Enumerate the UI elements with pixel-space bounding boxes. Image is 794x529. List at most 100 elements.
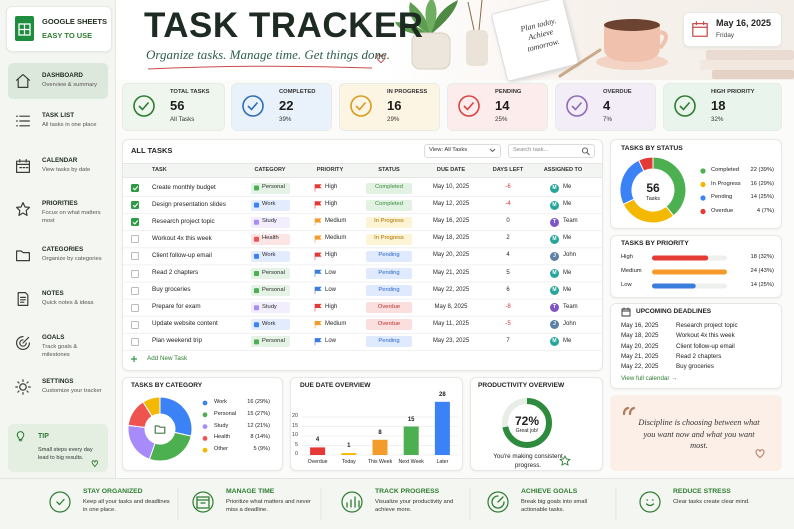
avatar	[550, 286, 559, 296]
add-task[interactable]: Add New Task	[147, 355, 188, 362]
deadline-date: May 16, 2025	[621, 322, 659, 329]
nav-title[interactable]: SETTINGS	[42, 378, 74, 385]
search-placeholder[interactable]: Search task...	[513, 147, 549, 153]
kpi-note: 32%	[711, 116, 724, 123]
row-checkbox[interactable]	[131, 184, 139, 192]
nav-desc: Customize your tracker	[42, 388, 102, 394]
column-header: ASSIGNED TO	[543, 167, 583, 173]
weekday-text: Friday	[716, 32, 735, 39]
nav-title[interactable]: DASHBOARD	[42, 72, 83, 79]
days-left: 5	[506, 269, 510, 276]
task-name: Prepare for exam	[152, 303, 201, 311]
task-name: Design presentation slides	[152, 200, 226, 208]
row-checkbox[interactable]	[131, 303, 139, 312]
days-left: 6	[506, 286, 510, 293]
tip-title: TIP	[38, 433, 49, 440]
category-text: Work	[262, 252, 276, 259]
y-tick-label: 10	[292, 432, 298, 438]
brand-tagline: EASY TO USE	[42, 31, 93, 40]
avatar-initial: M	[552, 287, 557, 294]
status-text: Pending	[378, 337, 400, 344]
category-chip	[251, 285, 290, 297]
legend-value: 16 (29%)	[750, 180, 774, 187]
legend-label: Overdue	[711, 207, 734, 214]
nav-title[interactable]: GOALS	[42, 334, 65, 341]
status-chip	[366, 182, 412, 194]
legend-value: 15 (27%)	[247, 410, 270, 417]
task-name: Plan weekend trip	[152, 337, 203, 345]
nav-title[interactable]: TASK LIST	[42, 112, 75, 119]
footer-text: Visualize your productivity and achieve …	[375, 499, 454, 514]
days-left: -8	[505, 303, 511, 310]
avatar	[550, 217, 559, 227]
days-left: -5	[505, 320, 511, 327]
chart-title: TASKS BY STATUS	[621, 145, 683, 152]
category-chip	[251, 233, 290, 245]
category-text: Personal	[262, 286, 285, 293]
avatar-initial: M	[552, 235, 557, 242]
legend-value: 8 (14%)	[250, 434, 270, 441]
status-text: Overdue	[377, 303, 401, 310]
footer-title: TRACK PROGRESS	[375, 488, 440, 495]
kpi-value: 14	[495, 98, 510, 113]
status-text: Pending	[378, 269, 400, 276]
column-header: DUE DATE	[436, 167, 466, 173]
footer-title: MANAGE TIME	[226, 488, 275, 495]
deadline-task: Research project topic	[676, 322, 738, 329]
status-text: Overdue	[377, 320, 401, 327]
deadlines-title: UPCOMING DEADLINES	[636, 308, 712, 315]
footer-text: Break big goals into small actionable ta…	[521, 499, 588, 514]
deadline-date: May 21, 2025	[621, 352, 659, 360]
nav-title[interactable]: CALENDAR	[42, 157, 78, 164]
row-checkbox[interactable]	[131, 201, 139, 210]
assignee: Me	[563, 337, 572, 344]
y-tick-label: 0	[295, 451, 298, 457]
column-header: DAYS LEFT	[492, 167, 524, 173]
status-chip	[366, 233, 412, 245]
view-dropdown[interactable]	[424, 144, 501, 158]
due-date: May 18, 2025	[432, 235, 470, 242]
calendar-link[interactable]: View full calendar →	[621, 375, 678, 382]
avatar	[550, 337, 559, 347]
search-box[interactable]	[508, 144, 595, 158]
view-text[interactable]: View: All Tasks	[429, 147, 468, 153]
footer-title: ACHIEVE GOALS	[521, 488, 578, 495]
nav-desc: Organize by categories	[42, 256, 102, 262]
bar-value: 4	[315, 437, 320, 444]
nav-title[interactable]: NOTES	[42, 290, 64, 297]
due-date: May 20, 2025	[432, 252, 470, 259]
row-checkbox[interactable]	[131, 337, 139, 346]
nav-title[interactable]: PRIORITIES	[42, 200, 78, 207]
x-tick-label: Later	[436, 459, 449, 465]
category-text: Health	[262, 235, 279, 242]
assignee: John	[563, 252, 577, 259]
category-text: Work	[262, 201, 276, 208]
task-name: Buy groceries	[152, 286, 191, 294]
row-checkbox[interactable]	[131, 252, 139, 261]
category-chip	[251, 250, 290, 262]
row-checkbox[interactable]	[131, 269, 139, 278]
task-name: Research project topic	[152, 217, 215, 225]
chart-title: DUE DATE OVERVIEW	[300, 382, 371, 389]
kpi-note: 7%	[603, 116, 612, 123]
kpi-note: 39%	[279, 116, 292, 123]
category-text: Study	[262, 218, 277, 225]
row-checkbox[interactable]	[131, 286, 139, 295]
task-name: Update website content	[152, 320, 218, 328]
nav-desc: Focus on what matters most	[42, 210, 101, 225]
y-tick-label: 5	[295, 441, 298, 448]
category-chip	[251, 182, 290, 194]
deadline-date: May 22, 2025	[621, 363, 659, 371]
row-checkbox[interactable]	[131, 218, 139, 227]
quote-text: Discipline is choosing between what you …	[638, 418, 760, 451]
nav-title[interactable]: CATEGORIES	[42, 246, 84, 253]
assignee: Me	[563, 184, 572, 190]
avatar	[550, 303, 559, 313]
gauge-caption: You're making consistent progress.	[493, 453, 563, 469]
status-chip	[366, 336, 412, 348]
footer-title: STAY ORGANIZED	[83, 488, 143, 495]
row-checkbox[interactable]	[131, 235, 139, 244]
row-checkbox[interactable]	[131, 320, 139, 329]
kpi-label: PENDING	[495, 89, 522, 95]
due-date: May 21, 2025	[432, 269, 470, 276]
